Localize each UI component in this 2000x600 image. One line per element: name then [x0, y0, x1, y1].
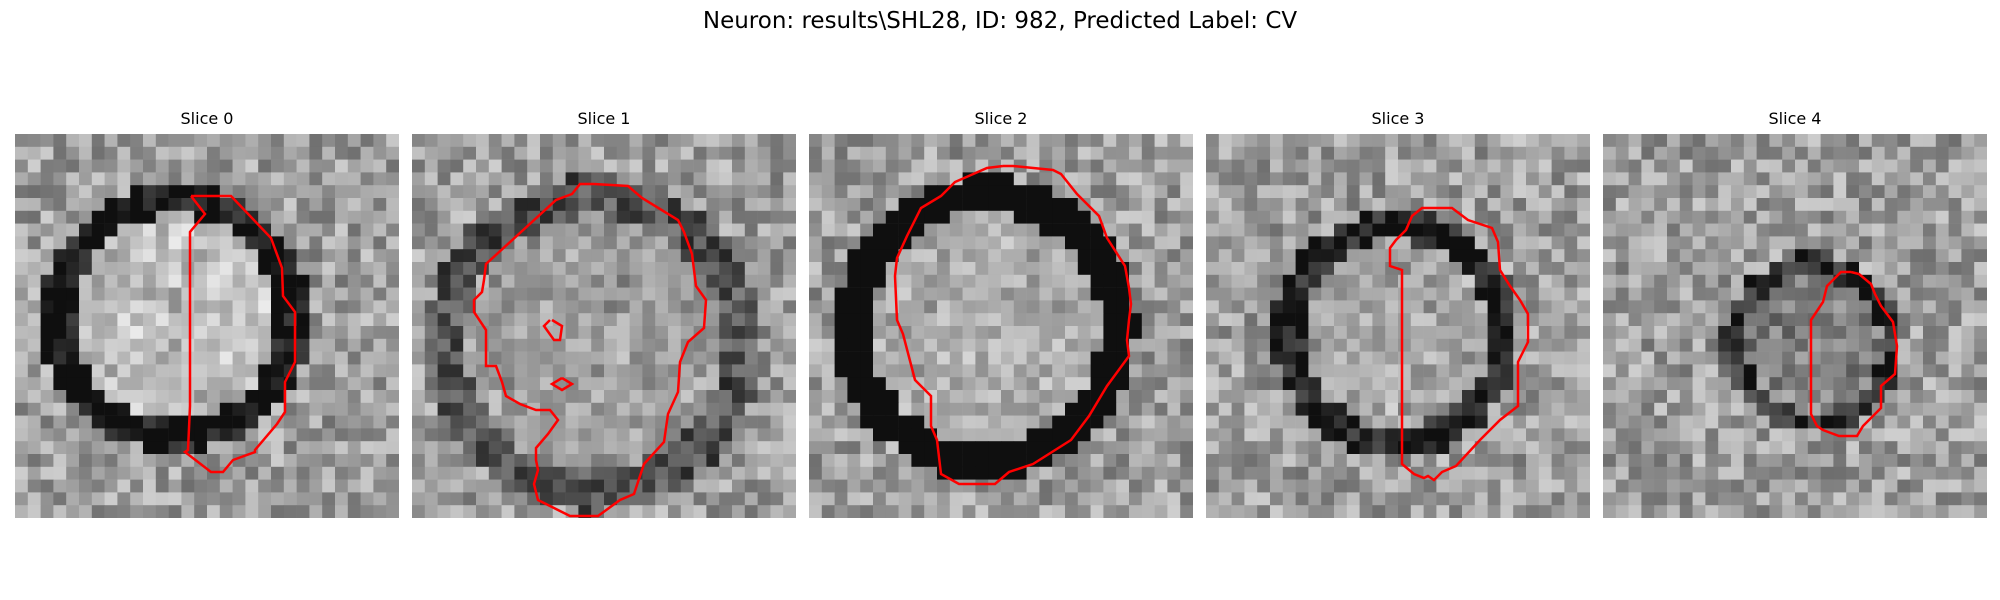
segmentation-contour [182, 194, 297, 474]
slice-title: Slice 1 [577, 109, 631, 128]
slice-panel-0: Slice 0 [15, 108, 399, 518]
slice-image [412, 134, 796, 518]
grayscale-image [1206, 134, 1590, 518]
slice-title: Slice 3 [1371, 109, 1425, 128]
slice-panel-3: Slice 3 [1206, 108, 1590, 518]
slice-panel-4: Slice 4 [1603, 108, 1987, 518]
slice-image [1603, 134, 1987, 518]
slice-title: Slice 0 [180, 109, 234, 128]
slice-panel-2: Slice 2 [809, 108, 1193, 518]
slice-image [1206, 134, 1590, 518]
segmentation-contour [542, 318, 564, 342]
slice-title: Slice 2 [974, 109, 1028, 128]
grayscale-image [1603, 134, 1987, 518]
slice-title: Slice 4 [1768, 109, 1822, 128]
slice-panel-1: Slice 1 [412, 108, 796, 518]
grayscale-image [412, 134, 796, 518]
figure-title: Neuron: results\SHL28, ID: 982, Predicte… [702, 8, 1298, 34]
slice-image [15, 134, 399, 518]
segmentation-contour [893, 164, 1133, 486]
segmentation-contour [1388, 206, 1530, 482]
segmentation-contour [549, 376, 575, 392]
grayscale-image [15, 134, 399, 518]
segmentation-contour [472, 182, 708, 518]
slice-image [809, 134, 1193, 518]
segmentation-contour [1809, 270, 1899, 438]
grayscale-image [809, 134, 1193, 518]
